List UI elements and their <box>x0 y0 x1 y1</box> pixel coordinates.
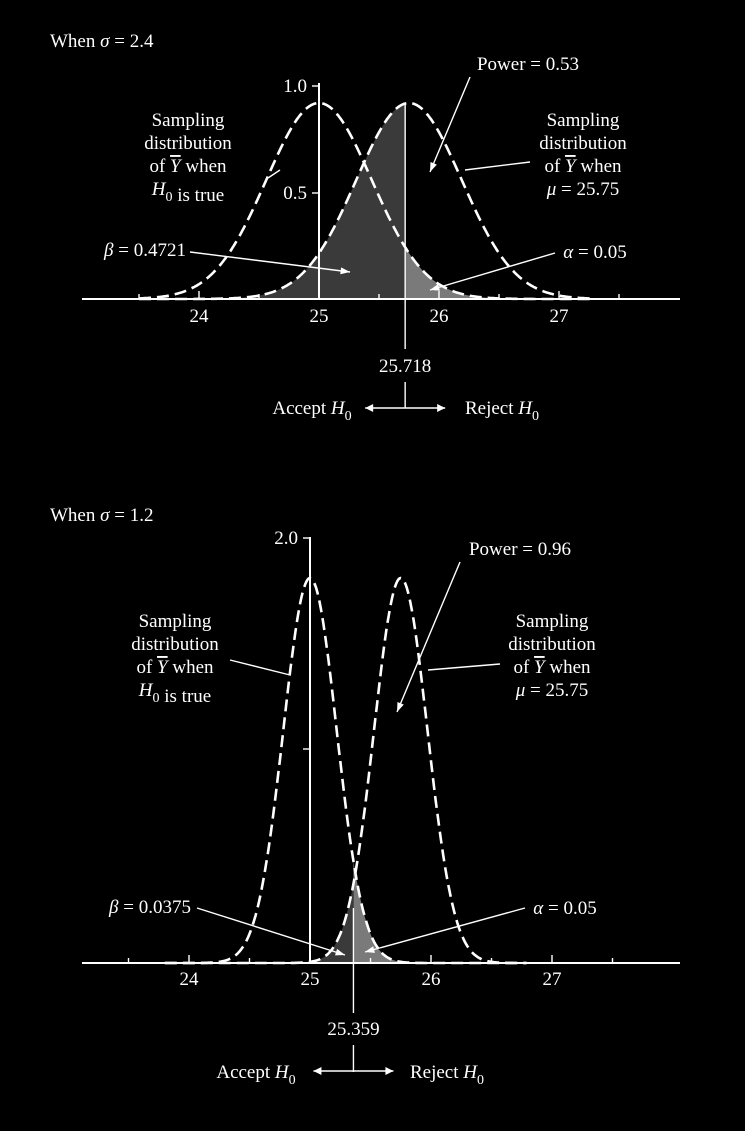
alt-distribution-label: μ = 25.75 <box>515 680 589 701</box>
arrow-right-icon <box>385 1067 394 1075</box>
critical-value-label: 25.359 <box>327 1019 379 1040</box>
x-tick-label: 27 <box>550 306 569 327</box>
x-tick-label: 25 <box>301 969 320 990</box>
power-label: Power = 0.96 <box>469 539 571 560</box>
reject-label: Reject H0 <box>410 1062 484 1088</box>
panel-label: When σ = 1.2 <box>50 505 153 526</box>
x-tick-label: 24 <box>180 969 200 990</box>
alpha-label: α = 0.05 <box>563 242 626 263</box>
alpha-region <box>405 247 595 299</box>
alt-distribution-label: Sampling <box>516 611 589 632</box>
x-tick-label: 26 <box>422 969 441 990</box>
alt-label-leader <box>427 663 501 671</box>
alpha-arrowhead-icon <box>430 284 440 291</box>
arrow-right-icon <box>437 404 446 412</box>
power-label: Power = 0.53 <box>477 54 579 75</box>
power-leader <box>429 76 471 173</box>
reject-label: Reject H0 <box>465 398 539 424</box>
null-distribution-label: distribution <box>131 634 219 655</box>
y-tick-label: 1.0 <box>283 76 307 97</box>
beta-leader <box>196 907 346 956</box>
alt-distribution-label: of Y when <box>513 657 591 678</box>
alpha-leader <box>429 252 556 291</box>
beta-region <box>139 103 406 299</box>
alt-distribution-label: Sampling <box>547 110 620 131</box>
arrow-left-icon <box>365 404 374 412</box>
x-tick-label: 24 <box>190 306 210 327</box>
power-arrowhead-icon <box>430 162 437 172</box>
null-distribution-label: distribution <box>144 133 232 154</box>
panel-2: When σ = 1.2 2.0 24 25 26 27 25.359 Accept H0 Re… <box>50 505 680 1088</box>
alt-distribution-label: distribution <box>539 133 627 154</box>
arrow-left-icon <box>313 1067 322 1075</box>
null-distribution-label: Sampling <box>139 611 212 632</box>
null-distribution-label: H0 is true <box>151 179 224 206</box>
panel-1: When σ = 2.4 1.0 0.5 24 25 26 27 25.718 Accept H… <box>50 31 680 424</box>
null-label-leader <box>229 659 291 676</box>
x-tick-label: 27 <box>543 969 562 990</box>
power-arrowhead-icon <box>397 702 404 712</box>
alpha-label: α = 0.05 <box>533 898 596 919</box>
power-leader <box>396 561 461 713</box>
null-distribution-curve <box>164 576 527 965</box>
alternative-distribution-curve <box>164 576 527 965</box>
null-distribution-label: of Y when <box>149 156 227 177</box>
alt-label-leader <box>464 161 531 171</box>
panel-label: When σ = 2.4 <box>50 31 154 52</box>
null-label-leader <box>267 169 281 179</box>
x-tick-label: 26 <box>430 306 449 327</box>
beta-label: β = 0.4721 <box>103 240 186 261</box>
null-distribution-curve <box>139 101 594 301</box>
y-tick-label: 0.5 <box>283 183 307 204</box>
alt-distribution-label: of Y when <box>544 156 622 177</box>
accept-label: Accept H0 <box>216 1062 295 1088</box>
alt-distribution-label: distribution <box>508 634 596 655</box>
null-distribution-label: H0 is true <box>138 680 211 707</box>
x-tick-label: 25 <box>310 306 329 327</box>
null-distribution-label: of Y when <box>136 657 214 678</box>
alpha-region <box>353 861 528 963</box>
critical-value-label: 25.718 <box>379 356 431 377</box>
null-distribution-label: Sampling <box>152 110 225 131</box>
beta-arrowhead-icon <box>335 948 345 956</box>
y-tick-label: 2.0 <box>274 528 298 549</box>
beta-region <box>164 886 354 963</box>
alpha-leader <box>364 907 526 953</box>
beta-leader <box>189 251 351 273</box>
alt-distribution-label: μ = 25.75 <box>546 179 620 200</box>
beta-arrowhead-icon <box>340 267 350 275</box>
alpha-arrowhead-icon <box>365 946 375 953</box>
beta-label: β = 0.0375 <box>108 897 191 918</box>
accept-label: Accept H0 <box>272 398 351 424</box>
